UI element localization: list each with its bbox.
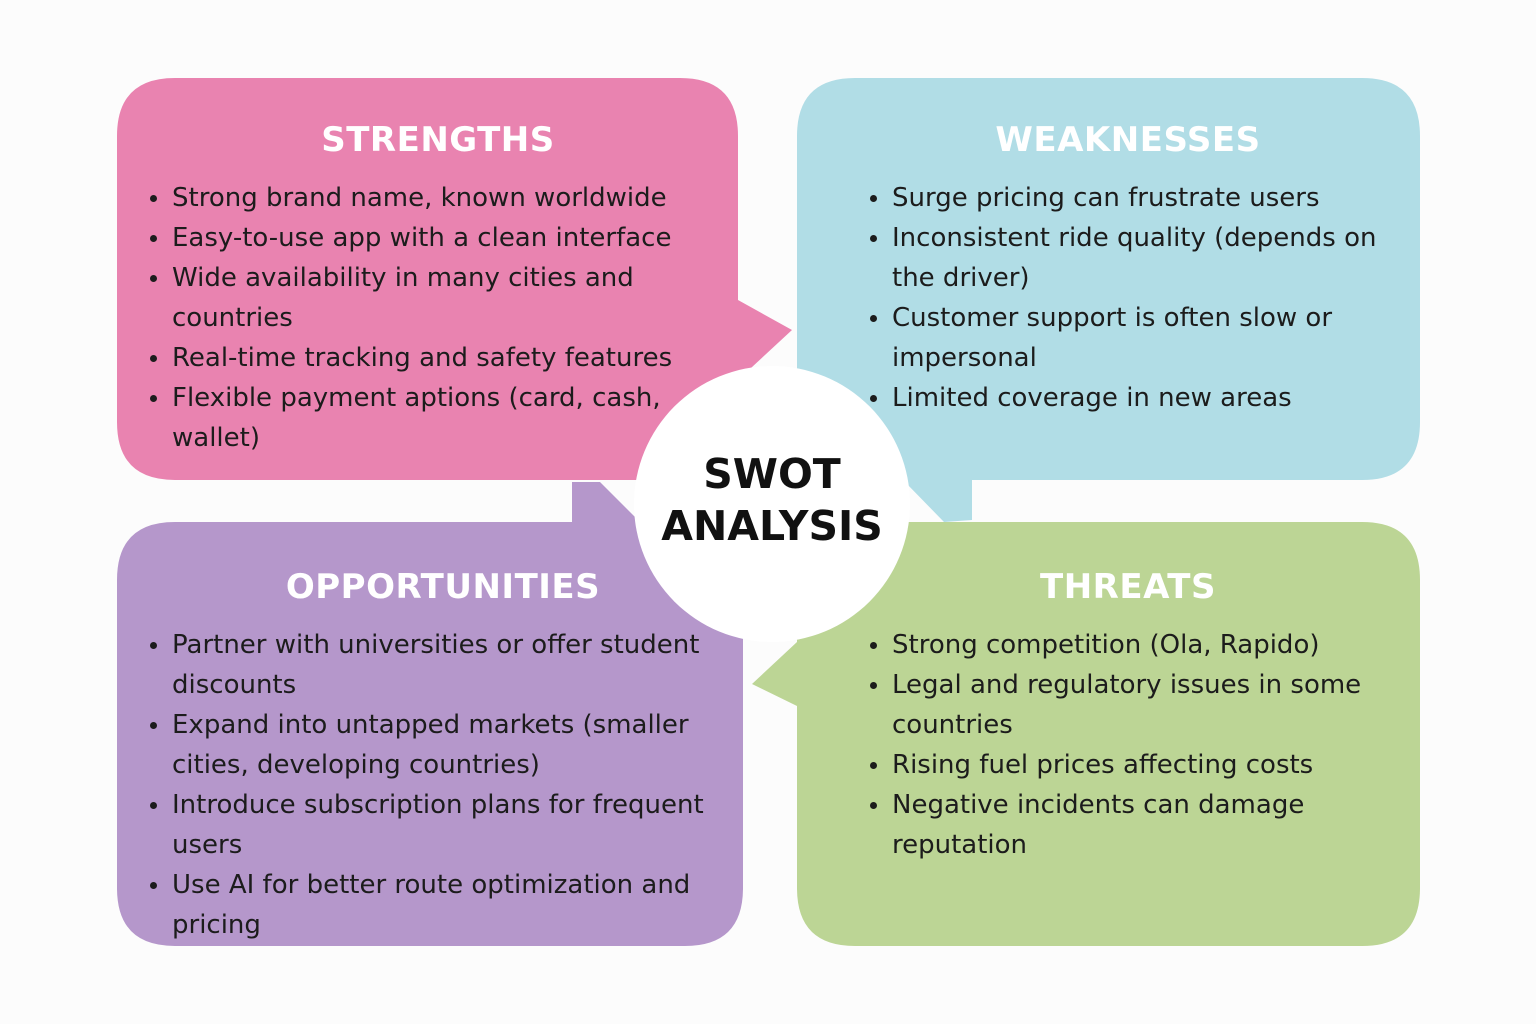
center-title-line2: ANALYSIS — [661, 502, 883, 550]
list-item: Real-time tracking and safety features — [148, 338, 728, 378]
list-item: Strong brand name, known worldwide — [148, 178, 728, 218]
list-item: Partner with universities or offer stude… — [148, 625, 738, 705]
opportunities-box — [117, 482, 743, 946]
list-item: Introduce subscription plans for frequen… — [148, 785, 738, 865]
strengths-list: Strong brand name, known worldwide Easy-t… — [148, 178, 728, 458]
center-title-line1: SWOT — [703, 450, 841, 498]
list-item: Customer support is often slow or impers… — [868, 298, 1388, 378]
threats-box — [752, 522, 1420, 946]
strengths-title: STRENGTHS — [321, 120, 555, 160]
weaknesses-list: Surge pricing can frustrate users Inconsi… — [868, 178, 1388, 418]
list-item: Rising fuel prices affecting costs — [868, 745, 1388, 785]
list-item: Wide availability in many cities and cou… — [148, 258, 728, 338]
list-item: Legal and regulatory issues in some coun… — [868, 665, 1388, 745]
threats-list: Strong competition (Ola, Rapido) Legal an… — [868, 625, 1388, 865]
opportunities-title: OPPORTUNITIES — [285, 567, 601, 607]
list-item: Use AI for better route optimization and… — [148, 865, 738, 945]
weaknesses-quadrant: WEAKNESSES Surge pricing can frustrate u… — [868, 120, 1388, 418]
center-title: SWOT ANALYSIS — [640, 448, 904, 552]
list-item: Limited coverage in new areas — [868, 378, 1388, 418]
opportunities-list: Partner with universities or offer stude… — [148, 625, 738, 945]
threats-quadrant: THREATS Strong competition (Ola, Rapido)… — [868, 567, 1388, 865]
weaknesses-box — [797, 78, 1420, 522]
list-item: Negative incidents can damage reputation — [868, 785, 1388, 865]
strengths-quadrant: STRENGTHS Strong brand name, known world… — [148, 120, 728, 458]
weaknesses-title: WEAKNESSES — [995, 120, 1261, 160]
center-circle — [634, 366, 910, 642]
list-item: Easy-to-use app with a clean interface — [148, 218, 728, 258]
list-item: Inconsistent ride quality (depends on th… — [868, 218, 1388, 298]
list-item: Strong competition (Ola, Rapido) — [868, 625, 1388, 665]
list-item: Surge pricing can frustrate users — [868, 178, 1388, 218]
opportunities-quadrant: OPPORTUNITIES Partner with universities … — [148, 567, 738, 945]
list-item: Expand into untapped markets (smaller ci… — [148, 705, 738, 785]
threats-title: THREATS — [1040, 567, 1216, 607]
strengths-box — [117, 78, 792, 480]
list-item: Flexible payment aptions (card, cash, wa… — [148, 378, 728, 458]
